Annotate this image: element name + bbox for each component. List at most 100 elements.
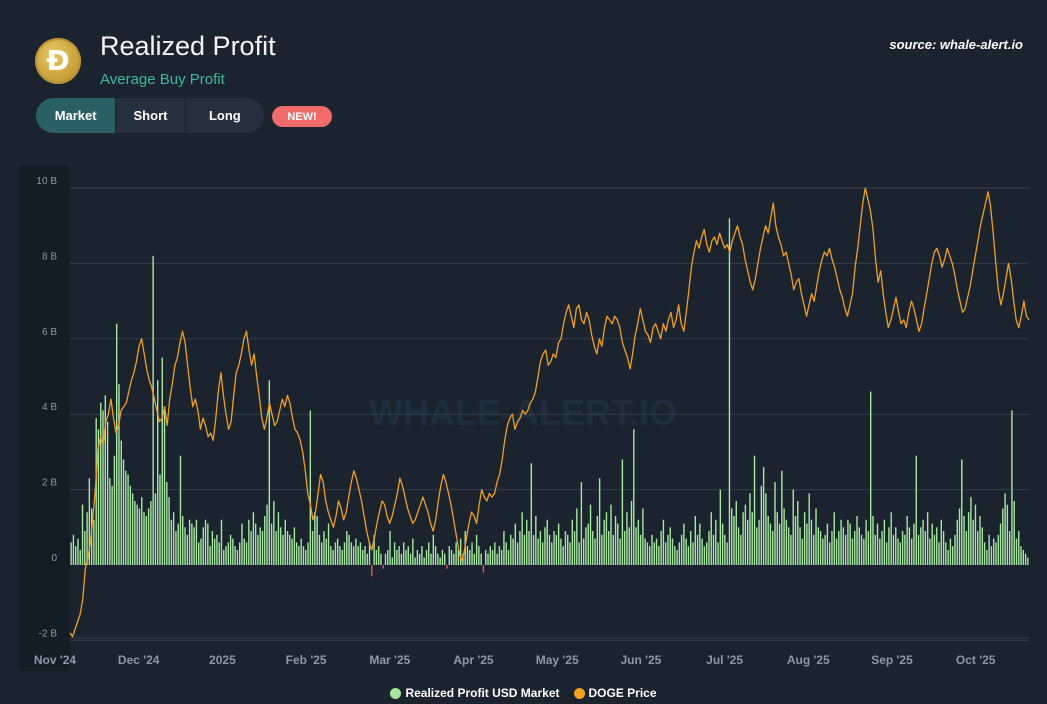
profit-bar xyxy=(872,515,874,565)
profit-bar xyxy=(398,546,400,565)
profit-bar xyxy=(409,553,412,565)
source-attribution: source: whale-alert.io xyxy=(889,37,1023,52)
profit-bar xyxy=(526,519,528,565)
profit-bar xyxy=(332,549,334,565)
profit-bar xyxy=(737,527,740,565)
profit-bar xyxy=(639,534,642,565)
legend-item-profit[interactable]: Realized Profit USD Market xyxy=(390,686,560,700)
profit-bar xyxy=(138,508,141,565)
profit-bar xyxy=(270,523,273,565)
profit-bar xyxy=(400,553,403,565)
profit-bar xyxy=(77,538,79,565)
y-tick-label: 0 xyxy=(51,553,57,564)
profit-bar xyxy=(865,519,867,565)
tab-market[interactable]: Market xyxy=(36,98,117,133)
profit-bar xyxy=(537,538,539,565)
profit-bar xyxy=(113,455,116,565)
profit-bar xyxy=(220,519,223,565)
profit-bar xyxy=(291,538,293,565)
new-badge[interactable]: NEW! xyxy=(272,106,332,127)
profit-bar xyxy=(70,542,72,565)
profit-bar xyxy=(475,534,478,565)
profit-bar xyxy=(922,519,924,565)
profit-bar xyxy=(942,531,945,565)
profit-bar xyxy=(371,565,373,577)
profit-bar xyxy=(150,500,152,565)
profit-bar xyxy=(621,459,624,565)
profit-bar xyxy=(642,508,644,565)
profit-bar xyxy=(357,546,359,565)
profit-bar xyxy=(541,542,544,565)
profit-bar xyxy=(1018,531,1020,565)
profit-bar xyxy=(605,512,608,565)
profit-bar xyxy=(860,534,863,565)
profit-bar xyxy=(1022,549,1025,565)
profit-bar xyxy=(544,527,546,565)
profit-bar xyxy=(938,542,940,565)
profit-bar xyxy=(651,534,653,565)
profit-bar xyxy=(792,489,794,565)
profit-bar xyxy=(232,538,234,565)
profit-bar xyxy=(293,527,296,565)
profit-bar xyxy=(992,538,995,565)
profit-bar xyxy=(437,553,439,565)
profit-bar xyxy=(510,534,512,565)
profit-bar xyxy=(368,542,371,565)
profit-bar xyxy=(787,527,790,565)
profit-bar xyxy=(817,527,819,565)
profit-bar xyxy=(193,527,195,565)
profit-bar xyxy=(692,542,694,565)
profit-bar xyxy=(603,519,605,565)
profit-bar xyxy=(127,474,129,565)
profit-bar xyxy=(977,531,979,565)
profit-bar xyxy=(685,538,687,565)
profit-bar xyxy=(195,519,198,565)
profit-bar xyxy=(213,538,216,565)
profit-bar xyxy=(359,542,362,565)
profit-bar xyxy=(143,512,145,565)
profit-bar xyxy=(828,542,831,565)
profit-bar xyxy=(273,500,275,565)
profit-bar xyxy=(145,515,148,565)
profit-bar xyxy=(594,538,596,565)
profit-bar xyxy=(931,523,933,565)
y-axis-panel xyxy=(18,165,70,671)
profit-bar xyxy=(405,549,407,565)
profit-bar xyxy=(776,512,778,565)
profit-bar xyxy=(990,546,993,565)
profit-bar xyxy=(129,485,132,565)
profit-bar xyxy=(623,531,626,565)
profit-bar xyxy=(172,512,175,565)
profit-bar xyxy=(252,512,255,565)
profit-bar xyxy=(223,549,225,565)
profit-bar xyxy=(1006,504,1009,565)
legend-item-price[interactable]: DOGE Price xyxy=(573,686,657,700)
profit-bar xyxy=(225,546,227,565)
profit-bar xyxy=(897,538,899,565)
profit-bar xyxy=(355,538,357,565)
profit-bar xyxy=(387,549,389,565)
profit-bar xyxy=(184,527,186,565)
profit-bar xyxy=(749,493,751,565)
profit-bar xyxy=(243,538,245,565)
profit-bar xyxy=(678,542,681,565)
profit-bar xyxy=(152,255,154,566)
profit-bar xyxy=(396,549,398,565)
profit-bar xyxy=(979,515,981,565)
profit-bar xyxy=(453,553,455,565)
x-tick-label: May '25 xyxy=(536,653,579,667)
profit-bar xyxy=(660,531,662,565)
profit-bar xyxy=(917,534,920,565)
profit-bar xyxy=(835,538,838,565)
profit-bar xyxy=(257,534,259,565)
profit-bar xyxy=(389,531,391,565)
profit-bar xyxy=(772,531,774,565)
profit-bar xyxy=(330,546,332,565)
profit-bar xyxy=(564,531,567,565)
tab-short[interactable]: Short xyxy=(116,98,186,133)
profit-bar xyxy=(154,493,157,565)
profit-bar xyxy=(815,508,817,565)
tab-long[interactable]: Long xyxy=(208,108,241,123)
profit-bar xyxy=(147,508,150,565)
